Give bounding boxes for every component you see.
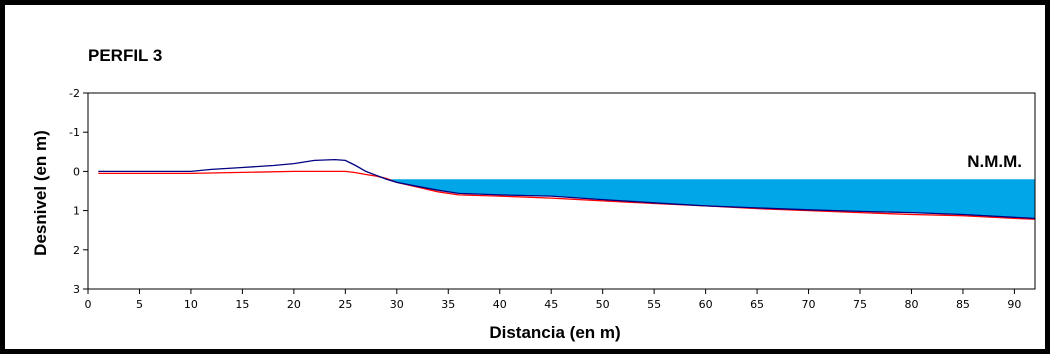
x-tick-label: 80 xyxy=(904,298,918,311)
water-area-layer xyxy=(386,179,1035,219)
axes-layer: 0 5 10 15 20 25 30 35 40 45 50 55 60 65 70 75 80 85 90-2-1… xyxy=(69,87,1036,311)
nmm-annotation: N.M.M. xyxy=(967,152,1022,171)
series-line-navy xyxy=(98,158,1036,220)
series-line-red xyxy=(98,170,1036,220)
y-tick-label: -2 xyxy=(69,87,80,100)
chart-title: PERFIL 3 xyxy=(88,46,162,65)
plot-area-border xyxy=(87,92,1036,290)
x-tick-label: 85 xyxy=(956,298,970,311)
y-tick-label: 2 xyxy=(73,244,80,257)
x-tick-label: 65 xyxy=(750,298,764,311)
y-tick-label: 0 xyxy=(73,165,80,178)
x-tick-label: 40 xyxy=(493,298,507,311)
x-axis-title: Distancia (en m) xyxy=(489,323,620,342)
x-tick-label: 55 xyxy=(647,298,661,311)
x-tick-label: 75 xyxy=(853,298,867,311)
x-tick-label: 15 xyxy=(235,298,249,311)
y-tick-label: 3 xyxy=(73,283,80,296)
x-tick-label: 0 xyxy=(85,298,92,311)
x-tick-label: 20 xyxy=(287,298,301,311)
y-tick-label: 1 xyxy=(73,205,80,218)
series-layer xyxy=(98,158,1036,220)
water-area xyxy=(386,179,1035,219)
x-tick-label: 60 xyxy=(699,298,713,311)
x-tick-label: 45 xyxy=(544,298,558,311)
x-tick-label: 35 xyxy=(441,298,455,311)
x-tick-label: 30 xyxy=(390,298,404,311)
x-tick-label: 70 xyxy=(802,298,816,311)
x-tick-label: 90 xyxy=(1007,298,1021,311)
x-tick-label: 10 xyxy=(184,298,198,311)
y-axis-title: Desnivel (en m) xyxy=(31,130,50,256)
x-tick-label: 50 xyxy=(596,298,610,311)
y-tick-label: -1 xyxy=(69,126,80,139)
x-tick-label: 5 xyxy=(136,298,143,311)
chart-svg: PERFIL 3 Desnivel (en m) Distancia (en m… xyxy=(31,46,1036,342)
x-tick-label: 25 xyxy=(338,298,352,311)
